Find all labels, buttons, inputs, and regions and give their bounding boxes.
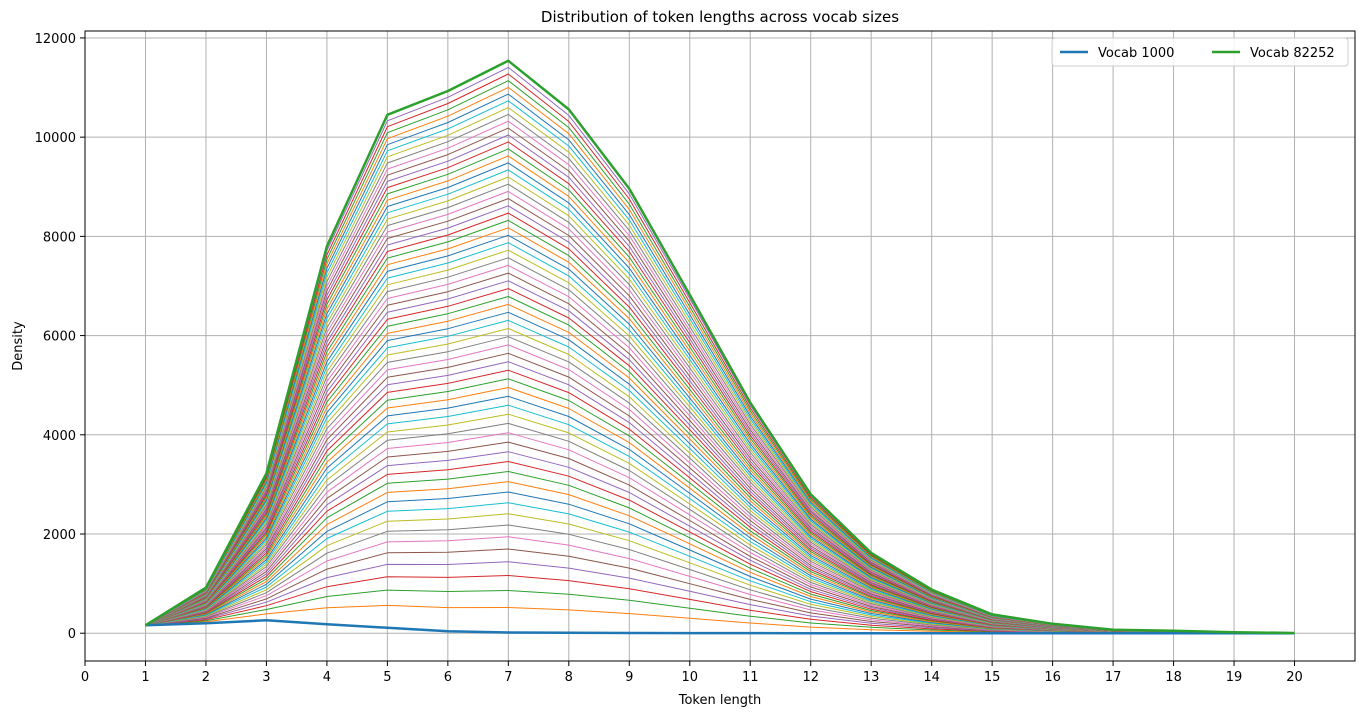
y-axis-label: Density: [11, 321, 26, 371]
x-tick-label: 17: [1105, 670, 1122, 685]
x-tick-label: 5: [383, 670, 391, 685]
plot-background: [85, 31, 1355, 661]
x-tick-label: 9: [625, 670, 633, 685]
chart-title: Distribution of token lengths across voc…: [541, 8, 899, 26]
y-tick-label: 12000: [35, 32, 76, 47]
x-tick-label: 19: [1226, 670, 1243, 685]
legend-label-last: Vocab 82252: [1250, 46, 1335, 61]
x-tick-label: 10: [681, 670, 698, 685]
legend-box: [1051, 37, 1349, 67]
x-tick-label: 1: [141, 670, 149, 685]
x-tick-label: 16: [1044, 670, 1061, 685]
x-tick-label: 7: [504, 670, 512, 685]
x-tick-label: 3: [262, 670, 270, 685]
x-tick-label: 0: [81, 670, 89, 685]
y-tick-label: 4000: [43, 429, 76, 444]
x-tick-label: 4: [323, 670, 331, 685]
y-tick-label: 0: [68, 627, 76, 642]
series-lines: [144, 59, 1295, 635]
x-tick-label: 20: [1286, 670, 1303, 685]
y-tick-label: 2000: [43, 528, 76, 543]
series-line-last: [144, 59, 1295, 635]
x-tick-label: 15: [984, 670, 1001, 685]
x-tick-label: 2: [202, 670, 210, 685]
legend-label-first: Vocab 1000: [1098, 46, 1174, 61]
x-tick-label: 11: [742, 670, 759, 685]
y-tick-label: 6000: [43, 330, 76, 345]
x-tick-label: 8: [565, 670, 573, 685]
series-line-first: [145, 619, 1295, 635]
axis-ticks: 0 1 2 3 4 5 6 7 8 9 10 11 12 13 14 15 16 17 18 19 2002000400…: [35, 32, 1303, 685]
x-tick-label: 6: [444, 670, 452, 685]
y-tick-label: 8000: [43, 230, 76, 245]
y-tick-label: 10000: [35, 131, 76, 146]
x-axis-label: Token length: [678, 693, 762, 708]
legend: Vocab 1000 Vocab 82252: [1051, 37, 1349, 67]
plot-frame: [84, 30, 1356, 662]
x-tick-label: 13: [863, 670, 880, 685]
x-tick-label: 14: [923, 670, 940, 685]
x-tick-label: 18: [1165, 670, 1182, 685]
x-tick-label: 12: [802, 670, 819, 685]
